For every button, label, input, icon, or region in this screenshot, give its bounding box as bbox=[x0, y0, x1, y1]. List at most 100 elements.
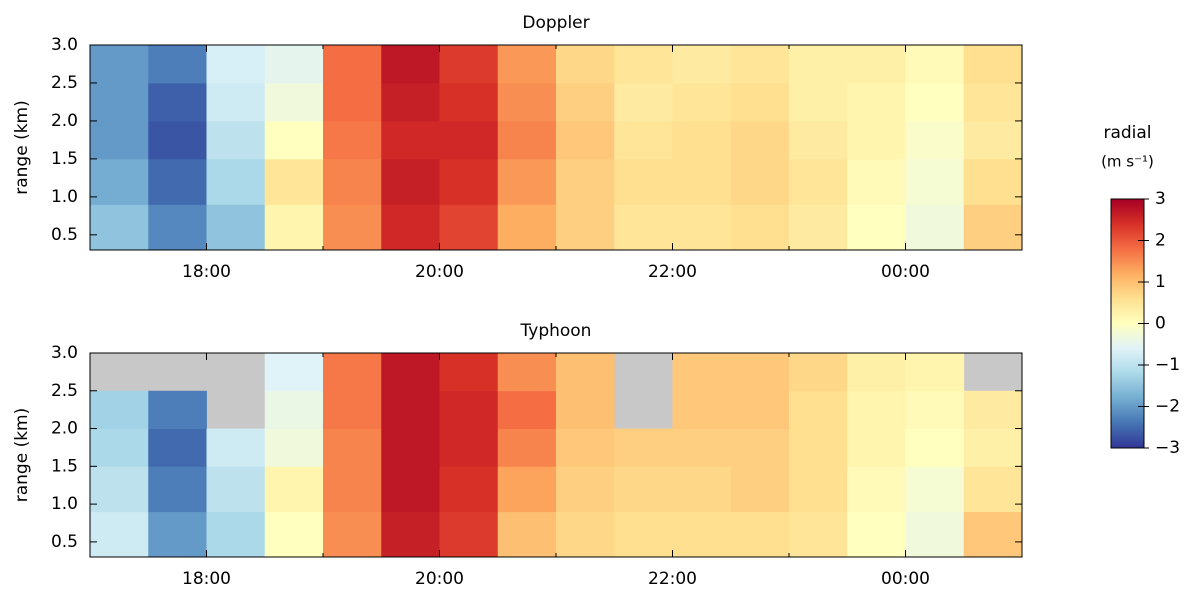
heat-cell bbox=[789, 45, 848, 84]
heat-cell bbox=[148, 82, 207, 122]
heat-cell bbox=[847, 428, 906, 467]
heat-cell bbox=[264, 428, 324, 467]
heat-cell bbox=[963, 511, 1023, 558]
x-tick-label: 00:00 bbox=[881, 262, 930, 282]
heat-cell bbox=[497, 511, 557, 558]
heat-cell bbox=[323, 390, 382, 429]
heat-cell bbox=[556, 120, 615, 160]
heat-cell bbox=[672, 511, 732, 558]
y-axis-label: range (km) bbox=[12, 408, 32, 503]
y-tick-label: 2.0 bbox=[51, 419, 78, 439]
heat-cell bbox=[672, 82, 732, 122]
heat-cell bbox=[497, 120, 557, 160]
heat-cell bbox=[963, 82, 1023, 122]
x-tick-label: 20:00 bbox=[415, 569, 464, 589]
heat-cell bbox=[264, 390, 324, 429]
heat-cell bbox=[905, 82, 965, 122]
heat-cell bbox=[905, 511, 965, 558]
heat-cell bbox=[672, 390, 732, 429]
heat-cell bbox=[206, 158, 266, 205]
heat-cell bbox=[614, 158, 673, 205]
heat-cell bbox=[905, 466, 965, 513]
heat-cell bbox=[556, 390, 615, 429]
heat-cell bbox=[148, 120, 207, 160]
heat-cell bbox=[730, 511, 790, 558]
colorbar-tick-label: 2 bbox=[1155, 231, 1166, 251]
heat-cell bbox=[556, 158, 615, 205]
heat-cell bbox=[323, 204, 382, 251]
heat-cell bbox=[90, 82, 149, 122]
heat-cell bbox=[497, 82, 557, 122]
heat-cell bbox=[206, 45, 266, 84]
heat-cell bbox=[905, 45, 965, 84]
heat-cell bbox=[905, 204, 965, 251]
heat-cell bbox=[847, 120, 906, 160]
heat-cell bbox=[90, 204, 149, 251]
heat-cell bbox=[497, 353, 557, 392]
heat-cell bbox=[905, 158, 965, 205]
heat-cell bbox=[264, 511, 324, 558]
heat-cell bbox=[614, 428, 673, 467]
x-tick-label: 18:00 bbox=[182, 569, 231, 589]
heat-cell bbox=[264, 158, 324, 205]
heat-cell bbox=[148, 45, 207, 84]
heat-cell bbox=[148, 428, 207, 467]
heat-cell bbox=[323, 82, 382, 122]
heat-cell bbox=[206, 428, 266, 467]
heat-cell bbox=[323, 120, 382, 160]
heat-cell bbox=[497, 466, 557, 513]
colorbar-tick-label: −2 bbox=[1155, 397, 1180, 417]
heat-cell bbox=[264, 204, 324, 251]
heat-cell bbox=[730, 353, 790, 392]
heat-cell bbox=[847, 204, 906, 251]
heat-cell bbox=[556, 204, 615, 251]
heat-cell bbox=[789, 466, 848, 513]
colorbar-tick-label: 3 bbox=[1155, 189, 1166, 209]
y-tick-label: 2.0 bbox=[51, 111, 78, 131]
heat-cell bbox=[381, 353, 440, 392]
heat-cell bbox=[439, 45, 499, 84]
heat-cell bbox=[847, 511, 906, 558]
heat-cell bbox=[847, 158, 906, 205]
heat-cell bbox=[264, 82, 324, 122]
heat-cell bbox=[847, 82, 906, 122]
heat-cell bbox=[323, 353, 382, 392]
panel-title: Typhoon bbox=[520, 321, 592, 341]
heat-cell bbox=[963, 120, 1023, 160]
y-tick-label: 2.5 bbox=[51, 381, 78, 401]
heat-cell bbox=[614, 45, 673, 84]
heat-cell bbox=[381, 428, 440, 467]
heat-cell bbox=[963, 45, 1023, 84]
heat-cell bbox=[90, 158, 149, 205]
heat-cell bbox=[323, 428, 382, 467]
heat-cell bbox=[381, 511, 440, 558]
heat-cell bbox=[90, 428, 149, 467]
heat-cell bbox=[323, 158, 382, 205]
x-tick-label: 22:00 bbox=[648, 569, 697, 589]
heat-cell bbox=[614, 120, 673, 160]
colorbar-tick-label: −3 bbox=[1155, 438, 1180, 458]
heat-cell bbox=[730, 158, 790, 205]
x-tick-label: 22:00 bbox=[648, 262, 697, 282]
heat-cell bbox=[672, 158, 732, 205]
y-tick-label: 1.5 bbox=[51, 149, 78, 169]
heat-cell bbox=[381, 45, 440, 84]
heat-cell bbox=[439, 511, 499, 558]
heat-cell bbox=[323, 466, 382, 513]
heat-cell bbox=[789, 204, 848, 251]
heat-cell bbox=[789, 428, 848, 467]
heat-cell bbox=[556, 428, 615, 467]
heat-cell bbox=[672, 204, 732, 251]
colorbar-unit: (m s⁻¹) bbox=[1101, 153, 1154, 171]
heat-cell bbox=[497, 428, 557, 467]
heat-cell bbox=[148, 158, 207, 205]
heat-cell bbox=[264, 120, 324, 160]
panel-title: Doppler bbox=[522, 13, 589, 33]
heat-cell bbox=[672, 120, 732, 160]
heat-cell bbox=[847, 466, 906, 513]
heat-cell bbox=[789, 353, 848, 392]
heat-cell bbox=[206, 511, 266, 558]
y-tick-label: 2.5 bbox=[51, 73, 78, 93]
heat-cell bbox=[789, 511, 848, 558]
heat-cell bbox=[614, 82, 673, 122]
